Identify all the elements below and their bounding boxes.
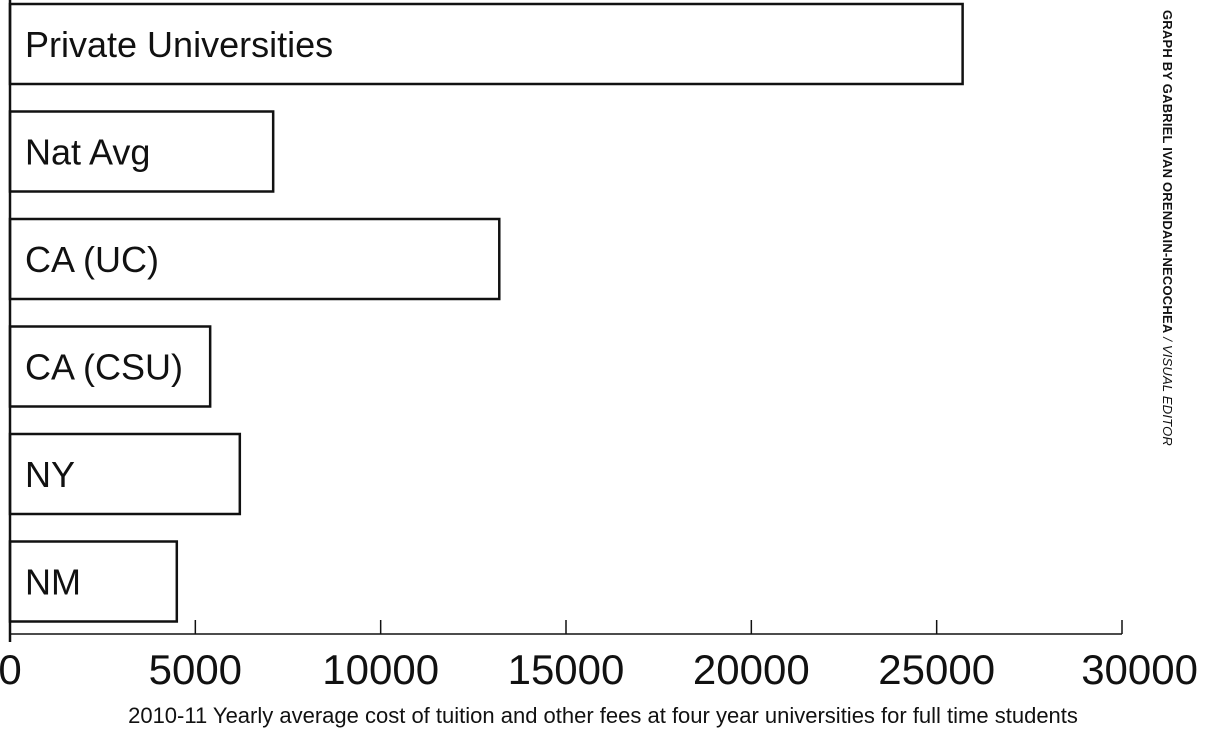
- x-axis-label: 2010-11 Yearly average cost of tuition a…: [128, 703, 1078, 728]
- x-tick-label-3: 15000: [508, 646, 625, 693]
- graph-credit: GRAPH BY GABRIEL IVAN ORENDAIN-NECOCHEA …: [1145, 10, 1175, 610]
- bar-label-2: CA (UC): [25, 239, 159, 280]
- bar-4: [8, 432, 242, 516]
- x-tick-label-6: 30000: [1081, 646, 1198, 693]
- bar-label-0: Private Universities: [25, 24, 333, 65]
- x-tick-label-2: 10000: [322, 646, 439, 693]
- x-tick-label-4: 20000: [693, 646, 810, 693]
- credit-name: GRAPH BY GABRIEL IVAN ORENDAIN-NECOCHEA: [1160, 10, 1175, 334]
- bar-0: [8, 2, 964, 86]
- credit-role: / VISUAL EDITOR: [1160, 333, 1175, 446]
- bar-label-1: Nat Avg: [25, 132, 150, 173]
- bar-label-5: NM: [25, 562, 81, 603]
- bar-label-3: CA (CSU): [25, 347, 183, 388]
- x-tick-label-5: 25000: [878, 646, 995, 693]
- bar-label-4: NY: [25, 454, 75, 495]
- bar-3: [8, 325, 212, 408]
- x-tick-label-1: 5000: [149, 646, 242, 693]
- bar-1: [8, 110, 275, 193]
- bar-2: [8, 217, 501, 301]
- x-tick-label-0: 0: [0, 646, 22, 693]
